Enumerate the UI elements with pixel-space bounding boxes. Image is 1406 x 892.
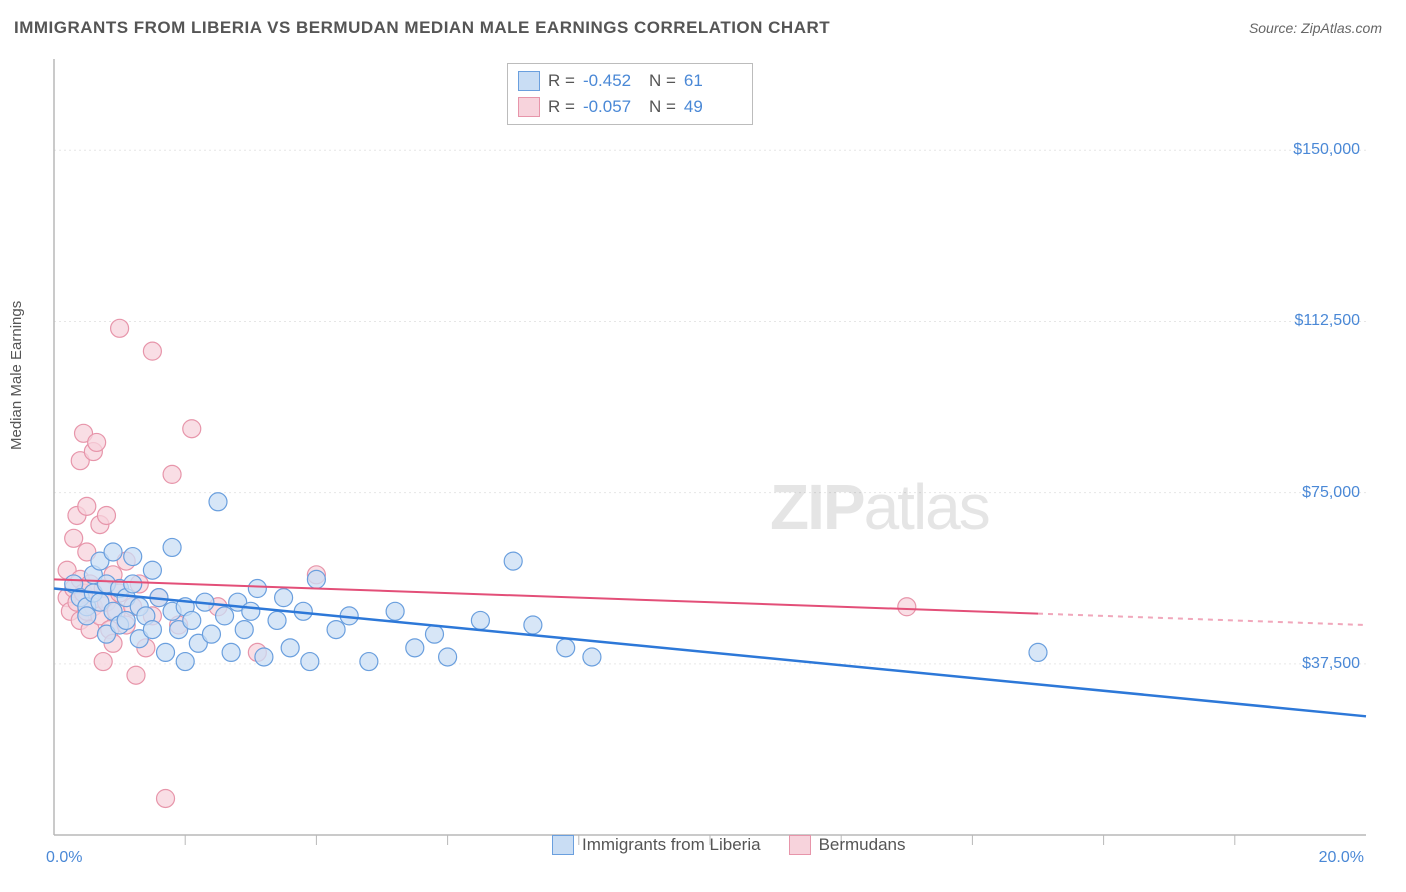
chart-svg [50,55,1370,865]
y-tick-label: $150,000 [1293,141,1360,159]
legend-label-1: Immigrants from Liberia [582,835,761,855]
legend-item-2: Bermudans [789,835,906,855]
legend-swatch-2 [789,835,811,855]
x-tick-label-min: 0.0% [46,849,82,867]
x-tick-label-max: 20.0% [1319,849,1364,867]
stats-r-label: R = [548,97,575,117]
stats-n-label: N = [649,97,676,117]
source-attribution: Source: ZipAtlas.com [1249,20,1382,36]
legend-swatch-1 [552,835,574,855]
source-prefix: Source: [1249,20,1301,36]
plot-area: R = -0.452 N = 61 R = -0.057 N = 49 ZIPa… [50,55,1370,865]
stats-r-label: R = [548,71,575,91]
swatch-series-2 [518,97,540,117]
legend-label-2: Bermudans [819,835,906,855]
stats-r-value-2: -0.057 [583,97,641,117]
bottom-legend: Immigrants from Liberia Bermudans [552,835,906,855]
stats-row-series-2: R = -0.057 N = 49 [518,94,742,120]
stats-n-value-2: 49 [684,97,742,117]
swatch-series-1 [518,71,540,91]
y-tick-label: $112,500 [1294,312,1360,330]
y-tick-label: $37,500 [1302,655,1360,673]
stats-n-value-1: 61 [684,71,742,91]
y-tick-label: $75,000 [1302,484,1360,502]
chart-title: IMMIGRANTS FROM LIBERIA VS BERMUDAN MEDI… [14,18,830,38]
stats-legend-box: R = -0.452 N = 61 R = -0.057 N = 49 [507,63,753,125]
source-name: ZipAtlas.com [1301,20,1382,36]
stats-row-series-1: R = -0.452 N = 61 [518,68,742,94]
legend-item-1: Immigrants from Liberia [552,835,761,855]
stats-n-label: N = [649,71,676,91]
y-axis-label: Median Male Earnings [8,301,25,450]
stats-r-value-1: -0.452 [583,71,641,91]
